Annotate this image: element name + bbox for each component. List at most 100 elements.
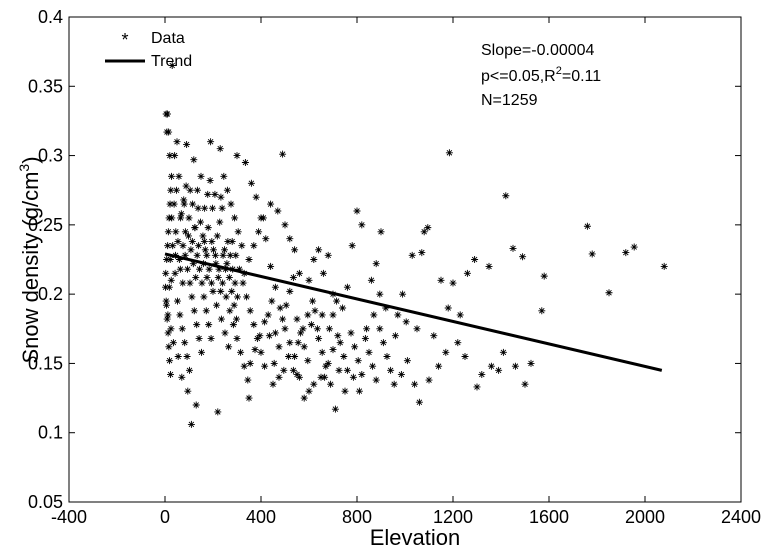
data-point — [219, 279, 227, 287]
data-point — [188, 237, 196, 245]
data-point — [230, 301, 238, 309]
data-point — [305, 276, 313, 284]
x-tick-label: 1600 — [529, 507, 569, 527]
data-point — [209, 204, 217, 212]
data-point — [203, 251, 211, 259]
data-point — [394, 311, 402, 319]
data-point — [340, 353, 348, 360]
data-point — [325, 325, 333, 333]
data-point — [250, 242, 258, 250]
data-point — [622, 249, 630, 257]
data-point — [511, 362, 519, 370]
data-point — [341, 387, 349, 395]
data-point — [445, 149, 453, 157]
data-point — [202, 307, 210, 315]
y-tick-label: 0.05 — [28, 492, 63, 512]
data-point — [206, 177, 214, 185]
data-point — [399, 290, 407, 298]
data-point — [180, 196, 188, 204]
r2-value: =0.11 — [562, 68, 601, 85]
data-point — [199, 232, 207, 240]
y-axis-title-close: ) — [18, 156, 43, 163]
data-point — [418, 249, 426, 257]
data-point — [250, 321, 258, 329]
data-point — [234, 228, 242, 236]
data-point — [442, 348, 450, 356]
data-point — [174, 353, 182, 360]
data-point — [203, 274, 211, 282]
data-point — [183, 353, 191, 360]
data-point — [185, 214, 193, 222]
data-point — [318, 348, 326, 356]
y-tick-label: 0.2 — [38, 284, 63, 304]
data-point — [521, 380, 529, 388]
data-point — [222, 293, 230, 301]
y-tick-label: 0.15 — [28, 353, 63, 373]
data-point — [353, 207, 361, 215]
data-point — [270, 359, 278, 367]
data-point — [208, 279, 216, 287]
data-point — [179, 279, 187, 287]
data-point — [214, 408, 222, 416]
data-point — [223, 260, 231, 268]
data-point — [205, 265, 213, 273]
data-point — [255, 228, 263, 236]
data-point — [430, 332, 438, 340]
data-point — [313, 325, 321, 333]
data-point — [261, 362, 269, 370]
data-point — [271, 283, 279, 291]
data-point — [321, 373, 329, 381]
data-point — [192, 274, 200, 282]
data-point — [336, 339, 344, 347]
data-point — [660, 262, 668, 270]
data-point — [167, 276, 175, 284]
data-point — [224, 237, 232, 245]
data-point — [281, 221, 289, 229]
data-point — [268, 297, 276, 305]
data-point — [239, 279, 247, 287]
data-point — [329, 311, 337, 319]
data-point — [179, 242, 187, 250]
data-point — [502, 192, 510, 200]
data-point — [225, 343, 233, 351]
data-point — [286, 287, 294, 295]
data-point — [286, 235, 294, 243]
data-point — [185, 366, 193, 374]
data-point — [264, 311, 272, 319]
r2-superscript: 2 — [556, 65, 562, 77]
data-point — [391, 332, 399, 340]
data-point — [275, 373, 283, 381]
data-point — [164, 311, 172, 319]
data-point — [415, 398, 423, 406]
data-point — [437, 276, 445, 284]
data-point — [305, 387, 313, 395]
data-point — [226, 251, 234, 259]
data-point — [299, 325, 307, 333]
data-point — [189, 200, 197, 208]
data-point — [347, 329, 355, 337]
data-point — [205, 321, 213, 329]
data-point — [379, 339, 387, 347]
data-point — [358, 221, 366, 229]
data-point — [403, 357, 411, 365]
data-point — [244, 376, 252, 384]
data-point — [180, 200, 188, 208]
data-point — [190, 156, 198, 164]
data-point — [456, 311, 464, 319]
data-point — [225, 274, 233, 282]
data-point — [262, 235, 270, 243]
data-point — [216, 145, 224, 153]
data-point — [181, 339, 189, 347]
data-point — [495, 366, 503, 374]
data-point — [197, 348, 205, 356]
data-point — [163, 315, 171, 323]
data-point — [217, 193, 225, 201]
data-point — [165, 283, 173, 291]
data-point — [163, 110, 171, 118]
data-point — [333, 297, 341, 305]
x-tick-label: 400 — [246, 507, 276, 527]
data-point — [235, 265, 243, 273]
data-point — [183, 140, 191, 148]
data-point — [408, 251, 416, 259]
data-point — [238, 242, 246, 250]
